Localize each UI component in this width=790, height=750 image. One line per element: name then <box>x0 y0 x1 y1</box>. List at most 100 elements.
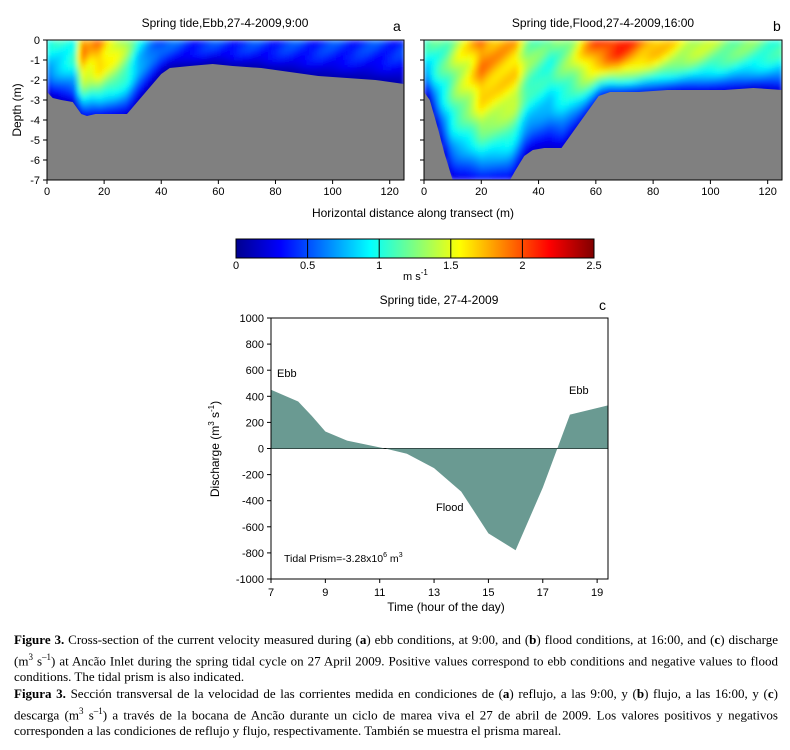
velocity-cell <box>556 135 561 141</box>
velocity-cell <box>475 40 481 46</box>
velocity-cell <box>556 85 561 91</box>
velocity-cell <box>458 55 463 61</box>
velocity-cell <box>479 125 485 131</box>
velocity-cell <box>319 60 324 66</box>
velocity-cell <box>149 60 154 66</box>
velocity-cell <box>547 40 553 46</box>
velocity-cell <box>530 100 536 106</box>
velocity-cell <box>683 75 689 81</box>
velocity-cell <box>127 95 133 101</box>
velocity-cell <box>395 60 401 66</box>
velocity-cell <box>106 80 112 86</box>
velocity-cell <box>453 85 459 91</box>
velocity-cell <box>705 70 711 76</box>
velocity-cell <box>479 150 485 156</box>
velocity-cell <box>441 85 446 91</box>
velocity-cell <box>119 50 125 56</box>
velocity-cell <box>85 45 91 51</box>
velocity-cell <box>115 50 120 56</box>
velocity-cell <box>272 45 278 51</box>
velocity-cell <box>688 65 694 71</box>
velocity-cell <box>436 115 442 121</box>
velocity-cell <box>522 110 527 116</box>
velocity-cell <box>564 85 570 91</box>
velocity-cell <box>590 80 596 86</box>
velocity-cell <box>178 45 184 51</box>
velocity-cell <box>585 80 591 86</box>
velocity-cell <box>487 145 493 151</box>
velocity-cell <box>483 165 489 171</box>
velocity-cell <box>136 70 142 76</box>
velocity-cell <box>487 165 493 171</box>
velocity-cell <box>81 55 86 61</box>
velocity-cell <box>573 125 579 131</box>
velocity-cell <box>55 65 61 71</box>
velocity-cell <box>556 110 561 116</box>
velocity-cell <box>234 40 239 46</box>
velocity-cell <box>500 165 506 171</box>
velocity-cell <box>718 40 723 46</box>
velocity-cell <box>547 85 553 91</box>
velocity-cell <box>217 50 222 56</box>
colorbar: 0 0.5 1 1.5 2 2.5 m s-1 <box>233 238 602 283</box>
velocity-cell <box>310 65 316 71</box>
panel-c-letter: c <box>599 297 606 313</box>
velocity-cell <box>637 60 642 66</box>
velocity-cell <box>475 110 481 116</box>
velocity-cell <box>55 50 61 56</box>
velocity-cell <box>764 50 770 56</box>
velocity-cell <box>293 50 299 56</box>
velocity-cell <box>234 60 239 66</box>
velocity-cell <box>395 40 401 46</box>
velocity-cell <box>449 65 455 71</box>
velocity-cell <box>453 40 459 46</box>
velocity-cell <box>424 80 429 86</box>
velocity-cell <box>441 130 446 136</box>
velocity-cell <box>470 60 476 66</box>
velocity-cell <box>445 65 451 71</box>
velocity-cell <box>153 40 159 46</box>
velocity-cell <box>174 40 180 46</box>
velocity-cell <box>607 70 613 76</box>
velocity-cell <box>47 60 52 66</box>
velocity-cell <box>777 85 782 91</box>
velocity-cell <box>89 60 95 66</box>
velocity-cell <box>666 55 672 61</box>
velocity-cell <box>705 65 711 71</box>
velocity-cell <box>624 40 630 46</box>
velocity-cell <box>293 55 299 61</box>
velocity-cell <box>730 55 736 61</box>
y-tick-label: -6 <box>30 155 40 167</box>
velocity-cell <box>722 40 728 46</box>
velocity-cell <box>140 90 146 96</box>
velocity-cell <box>607 65 613 71</box>
x-tick-label: 19 <box>591 587 603 599</box>
velocity-cell <box>340 40 346 46</box>
velocity-cell <box>487 160 493 166</box>
velocity-cell <box>251 40 256 46</box>
velocity-cell <box>106 75 112 81</box>
velocity-cell <box>666 50 672 56</box>
velocity-cell <box>560 115 566 121</box>
velocity-cell <box>526 70 532 76</box>
panel-b-heatmap <box>424 40 782 180</box>
velocity-cell <box>55 60 61 66</box>
velocity-cell <box>504 50 510 56</box>
velocity-cell <box>487 80 493 86</box>
velocity-cell <box>72 75 78 81</box>
velocity-cell <box>543 115 549 121</box>
velocity-cell <box>509 55 515 61</box>
velocity-cell <box>500 40 506 46</box>
velocity-cell <box>285 55 290 61</box>
velocity-cell <box>645 60 651 66</box>
velocity-cell <box>123 80 129 86</box>
velocity-cell <box>513 70 519 76</box>
velocity-cell <box>701 40 706 46</box>
velocity-cell <box>110 50 116 56</box>
velocity-cell <box>620 60 625 66</box>
velocity-cell <box>492 115 498 121</box>
velocity-cell <box>374 70 380 76</box>
velocity-cell <box>123 75 129 81</box>
velocity-cell <box>365 55 371 61</box>
velocity-cell <box>127 55 133 61</box>
